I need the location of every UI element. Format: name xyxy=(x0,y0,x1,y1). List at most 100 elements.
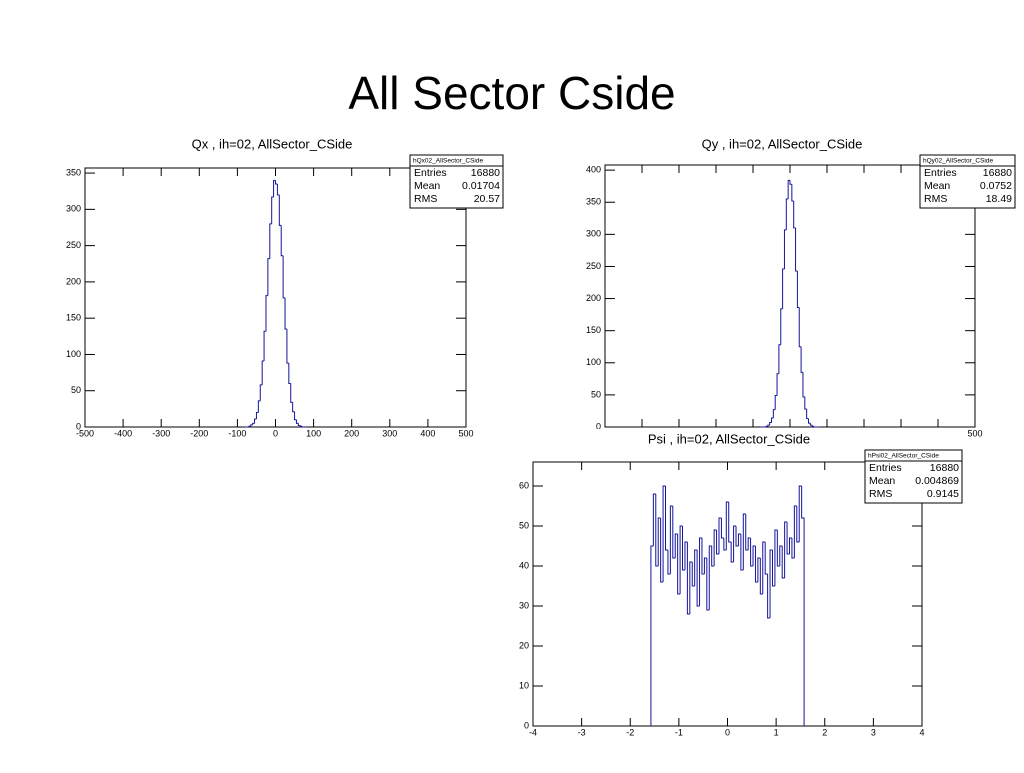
histogram-bin xyxy=(733,525,737,562)
histogram-bin xyxy=(774,529,778,586)
histogram-bin xyxy=(757,557,761,582)
histogram-bin xyxy=(771,417,774,423)
histogram-bin xyxy=(779,545,783,566)
histogram-bin xyxy=(662,485,666,582)
x-tick-label: 200 xyxy=(344,428,359,438)
stats-label: Entries xyxy=(924,167,957,179)
histogram-bin xyxy=(263,330,266,361)
histogram-bin xyxy=(297,423,301,427)
histogram-bin xyxy=(802,372,805,398)
histogram-bin xyxy=(778,344,781,374)
histogram-bin xyxy=(800,346,803,373)
stats-value: 0.01704 xyxy=(462,180,500,192)
histogram-bin xyxy=(301,426,305,428)
histogram-bin xyxy=(804,396,807,410)
y-tick-label: 0 xyxy=(76,421,81,431)
y-tick-label: 0 xyxy=(524,720,529,730)
stats-box xyxy=(409,154,504,209)
x-tick-label: 400 xyxy=(420,428,435,438)
y-tick-label: 20 xyxy=(519,640,529,650)
y-tick-label: 350 xyxy=(586,197,601,207)
x-tick-label: -2 xyxy=(626,727,634,737)
histogram-bin xyxy=(811,425,815,427)
histogram-bin xyxy=(752,545,756,566)
stats-value: 18.49 xyxy=(986,193,1012,205)
histogram-bin xyxy=(769,422,772,426)
x-tick-label: 500 xyxy=(458,428,473,438)
stats-name: hQy02_AllSector_CSide xyxy=(923,158,993,165)
histogram-bin xyxy=(795,227,798,272)
histogram-bin xyxy=(789,180,792,185)
y-tick-label: 350 xyxy=(66,167,81,177)
histogram-bin xyxy=(288,363,291,384)
y-tick-label: 100 xyxy=(66,349,81,359)
histogram-bin xyxy=(711,546,715,567)
histogram-bin xyxy=(781,546,785,579)
histogram-bin xyxy=(703,557,707,574)
histogram-bin xyxy=(808,418,811,424)
histogram-bin xyxy=(747,537,751,550)
histogram-bin xyxy=(772,409,776,419)
histogram-bin xyxy=(750,538,754,567)
histogram-bin xyxy=(667,550,671,575)
histogram-bin xyxy=(694,549,698,586)
x-tick-label: -200 xyxy=(190,428,208,438)
histogram-bin xyxy=(767,574,771,619)
histogram-bin xyxy=(740,534,744,571)
stats-value: 0.9145 xyxy=(927,488,959,500)
x-tick-label: 2 xyxy=(822,727,827,737)
histogram-bin xyxy=(793,505,797,558)
histogram-bin xyxy=(798,307,802,348)
x-tick-label: -100 xyxy=(228,428,246,438)
histogram-bin xyxy=(796,506,800,543)
stats-box xyxy=(864,449,963,504)
histogram-bin xyxy=(295,419,299,424)
x-tick-label: 4 xyxy=(919,727,924,737)
histogram-bin xyxy=(250,424,253,427)
histogram-bin xyxy=(665,486,668,551)
stats-value: 0.004869 xyxy=(915,475,959,487)
histogram-bin xyxy=(278,194,282,226)
x-tick-label: 3 xyxy=(871,727,876,737)
histogram-bin xyxy=(745,514,749,551)
stats-label: Mean xyxy=(924,180,950,192)
histogram-bin xyxy=(271,196,274,224)
stats-value: 16880 xyxy=(983,167,1012,179)
histogram-bin xyxy=(689,561,693,614)
histogram-bin xyxy=(784,521,788,578)
histogram-bin xyxy=(796,270,800,309)
histogram-bin xyxy=(252,422,255,425)
y-tick-label: 50 xyxy=(71,385,81,395)
histogram-bin xyxy=(728,502,732,543)
histogram-bin xyxy=(299,425,303,427)
stats-name: hQx02_AllSector_CSide xyxy=(413,158,483,165)
histogram-bin xyxy=(765,425,768,427)
histogram-bin xyxy=(699,537,702,606)
histogram-bin xyxy=(684,541,688,570)
y-tick-label: 200 xyxy=(586,293,601,303)
histogram-bin xyxy=(716,530,719,555)
histogram-bin xyxy=(265,295,268,332)
stats-label: RMS xyxy=(924,193,947,205)
stats-label: RMS xyxy=(414,193,437,205)
y-tick-label: 300 xyxy=(586,229,601,239)
histogram-bin xyxy=(701,538,705,575)
x-tick-label: -400 xyxy=(114,428,132,438)
histogram-bin xyxy=(696,550,700,607)
y-tick-label: 50 xyxy=(519,520,529,530)
histogram-bin xyxy=(708,545,712,610)
histogram-bin xyxy=(669,505,673,574)
x-tick-label: 300 xyxy=(382,428,397,438)
x-tick-label: 0 xyxy=(725,727,730,737)
x-tick-label: -1 xyxy=(675,727,683,737)
histogram-bin xyxy=(674,533,678,558)
plot-frame xyxy=(84,167,467,428)
chart-title: Qy , ih=02, AllSector_CSide xyxy=(702,136,863,151)
histogram-bin xyxy=(791,184,794,202)
histogram-bin xyxy=(706,558,710,611)
histogram-bin xyxy=(780,308,783,345)
histogram-bin xyxy=(282,255,286,299)
y-tick-label: 100 xyxy=(586,357,601,367)
y-tick-label: 150 xyxy=(586,325,601,335)
